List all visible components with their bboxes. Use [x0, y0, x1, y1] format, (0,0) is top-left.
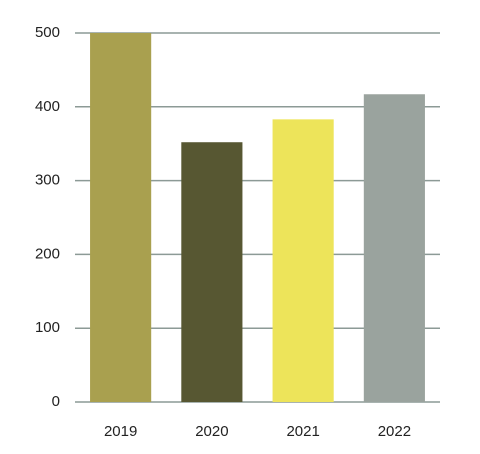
- y-tick-label: 100: [35, 319, 60, 336]
- x-tick-label: 2021: [286, 423, 319, 440]
- y-tick-label: 200: [35, 245, 60, 262]
- y-tick-label: 500: [35, 24, 60, 41]
- x-tick-label: 2019: [104, 423, 137, 440]
- bar: [181, 142, 243, 402]
- x-tick-label: 2022: [378, 423, 411, 440]
- bar: [90, 33, 152, 402]
- bar: [363, 94, 425, 402]
- bar: [272, 119, 334, 402]
- x-tick-label: 2020: [195, 423, 228, 440]
- y-tick-label: 0: [52, 393, 60, 410]
- y-tick-label: 400: [35, 98, 60, 115]
- y-tick-label: 300: [35, 172, 60, 189]
